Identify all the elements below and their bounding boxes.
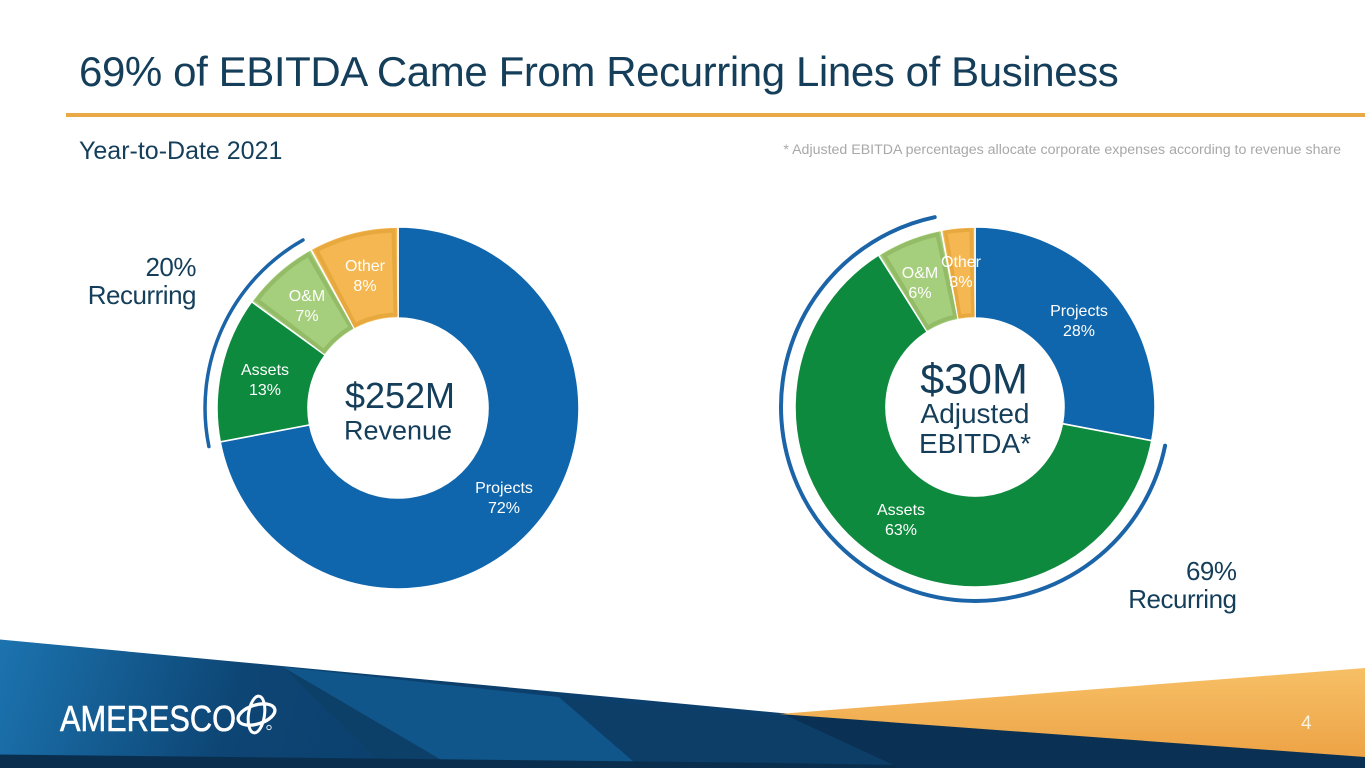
svg-text:AMERESCO: AMERESCO bbox=[60, 698, 236, 739]
